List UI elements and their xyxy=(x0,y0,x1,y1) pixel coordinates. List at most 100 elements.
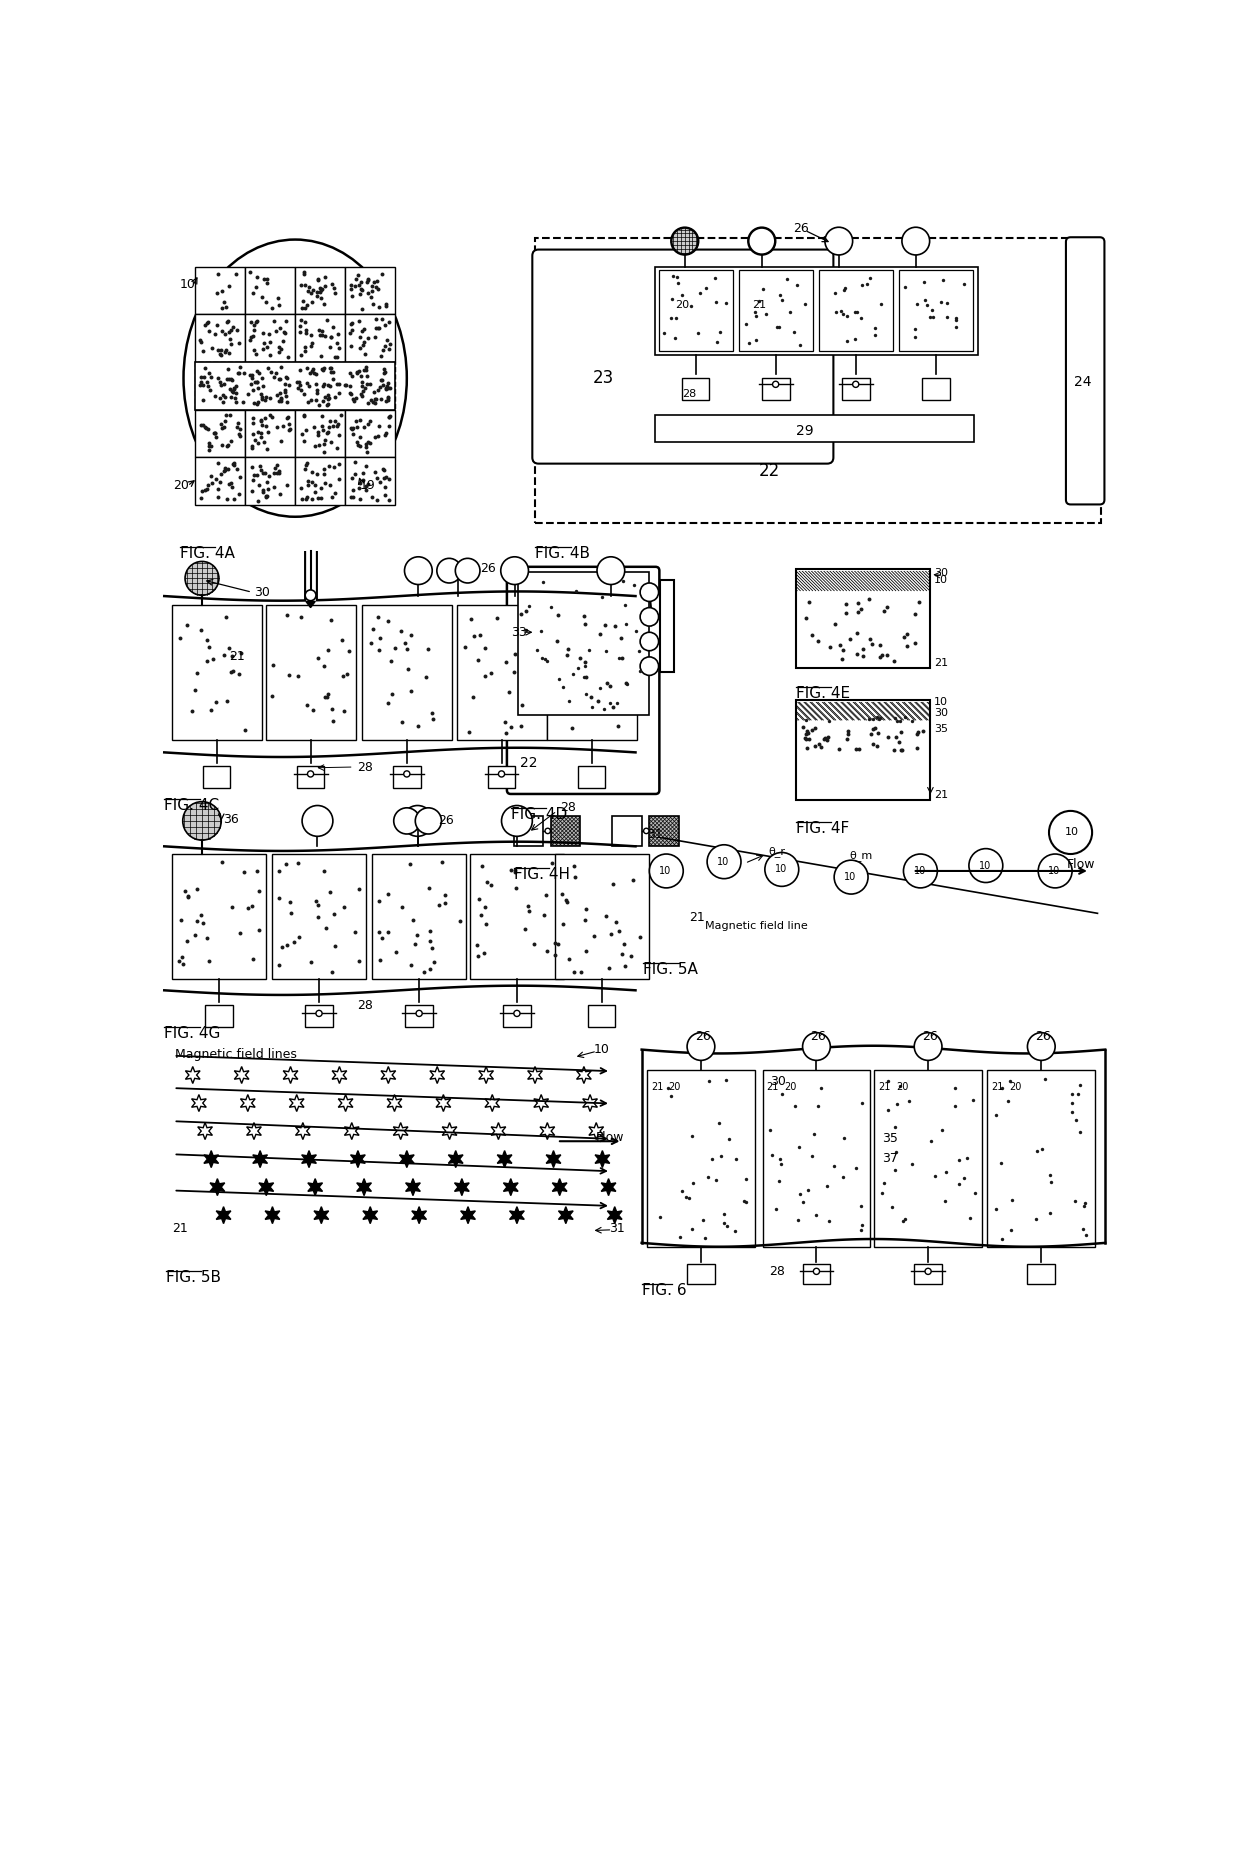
Point xyxy=(298,290,317,319)
Point xyxy=(326,411,346,441)
Text: 20: 20 xyxy=(668,1082,681,1091)
Point xyxy=(358,265,378,295)
Point xyxy=(419,874,439,904)
Point xyxy=(314,652,334,682)
Point xyxy=(379,402,399,432)
Point xyxy=(308,265,327,295)
Point xyxy=(345,387,365,417)
Point xyxy=(724,1216,744,1246)
Point xyxy=(872,641,892,671)
Point xyxy=(662,284,682,314)
Point xyxy=(707,327,727,357)
Point xyxy=(358,389,378,418)
Point xyxy=(516,615,536,644)
Point xyxy=(197,415,217,445)
Bar xyxy=(195,409,246,458)
Circle shape xyxy=(1038,854,1073,887)
Point xyxy=(213,413,233,443)
Bar xyxy=(295,314,345,362)
Point xyxy=(455,633,475,663)
Point xyxy=(516,596,536,626)
Point xyxy=(707,288,727,318)
Point xyxy=(177,882,197,912)
Point xyxy=(308,902,327,932)
Point xyxy=(309,484,329,514)
Point xyxy=(269,336,289,366)
Point xyxy=(885,702,905,732)
Circle shape xyxy=(813,1268,820,1274)
Point xyxy=(378,334,398,364)
Point xyxy=(247,306,267,336)
Bar xyxy=(802,1263,831,1283)
Point xyxy=(341,413,361,443)
Point xyxy=(213,387,233,417)
Point xyxy=(546,940,565,969)
Point xyxy=(298,368,317,398)
Point xyxy=(206,422,226,452)
Point xyxy=(347,413,367,443)
Point xyxy=(241,361,260,390)
Point xyxy=(281,899,301,928)
Point xyxy=(270,387,290,417)
Text: 23: 23 xyxy=(593,370,614,387)
Point xyxy=(187,874,207,904)
Point xyxy=(496,717,516,747)
Point xyxy=(325,932,345,962)
Point xyxy=(505,856,525,885)
Bar xyxy=(372,854,466,979)
Point xyxy=(884,646,904,676)
Point xyxy=(424,947,444,977)
Point xyxy=(224,374,244,403)
Point xyxy=(475,893,495,923)
Point xyxy=(909,587,929,616)
Text: Magnetic field lines: Magnetic field lines xyxy=(175,1048,296,1061)
Point xyxy=(269,456,289,486)
Point xyxy=(614,928,634,958)
Point xyxy=(361,628,381,658)
Bar xyxy=(796,570,930,592)
Point xyxy=(341,331,361,361)
Point xyxy=(332,624,352,654)
Text: θ_m: θ_m xyxy=(849,850,873,861)
Bar xyxy=(405,1005,433,1027)
Point xyxy=(932,265,952,295)
Point xyxy=(223,312,243,342)
Point xyxy=(247,338,267,368)
Point xyxy=(874,1168,894,1197)
Bar xyxy=(518,572,650,715)
Point xyxy=(226,387,246,417)
Point xyxy=(346,383,366,413)
Point xyxy=(212,276,232,306)
Point xyxy=(242,361,262,390)
Point xyxy=(811,732,831,762)
Point xyxy=(915,286,935,316)
Point xyxy=(559,686,579,715)
Point xyxy=(356,355,376,385)
Point xyxy=(249,876,269,906)
Point xyxy=(671,1222,691,1252)
Point xyxy=(314,290,334,319)
Point xyxy=(512,691,532,721)
Point xyxy=(243,409,263,439)
Point xyxy=(342,282,362,312)
Point xyxy=(761,1139,781,1169)
Point xyxy=(565,863,585,893)
Polygon shape xyxy=(510,1207,525,1224)
Point xyxy=(321,353,341,383)
Point xyxy=(1061,1097,1081,1126)
Point xyxy=(289,366,309,396)
Point xyxy=(244,316,264,346)
Point xyxy=(356,430,376,460)
Point xyxy=(796,715,816,745)
Point xyxy=(353,458,373,488)
Point xyxy=(885,1111,905,1141)
Point xyxy=(476,910,496,940)
Point xyxy=(309,430,329,460)
Point xyxy=(706,1164,725,1194)
Point xyxy=(348,306,368,336)
Point xyxy=(294,402,314,432)
Point xyxy=(398,654,418,684)
Point xyxy=(224,448,244,478)
Point xyxy=(269,290,289,319)
Point xyxy=(253,385,273,415)
